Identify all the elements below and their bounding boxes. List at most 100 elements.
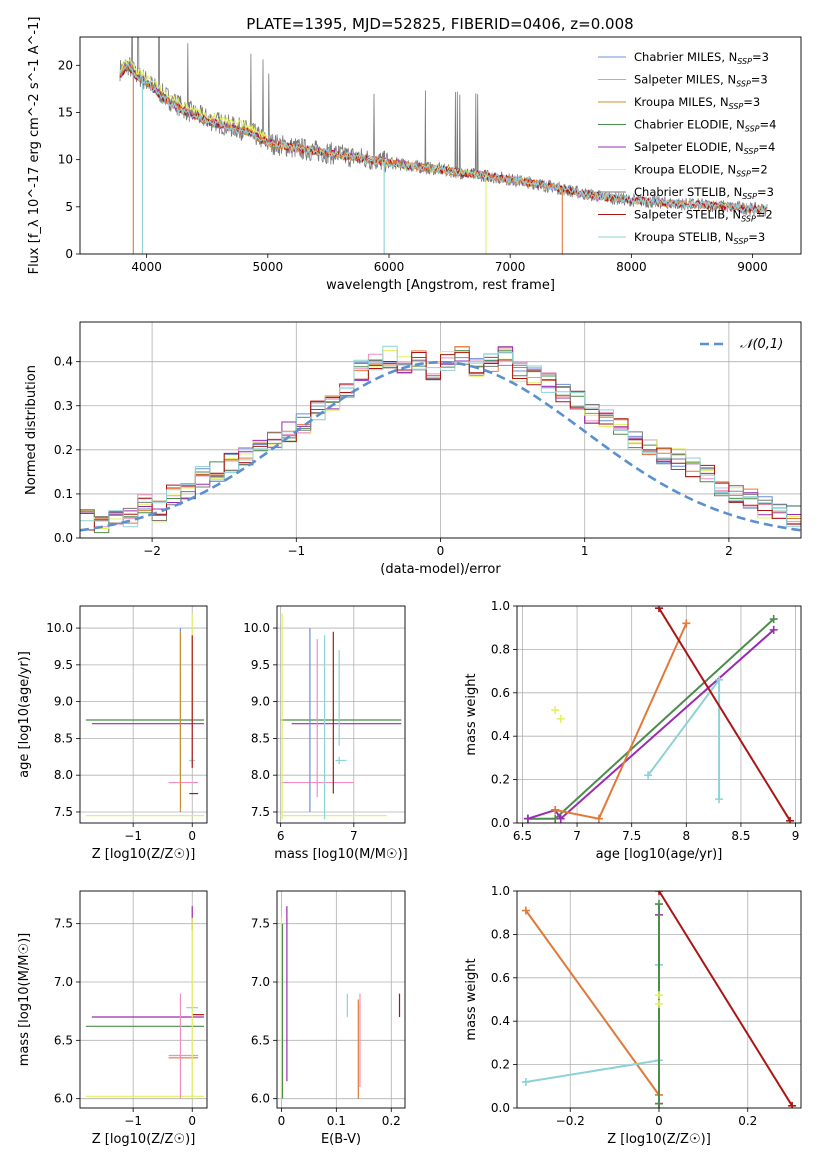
y-tick-label: 0.2 [54,443,73,457]
weight-marker [551,706,560,715]
weight-marker [769,625,778,634]
legend-value: =4 [760,118,777,132]
y-axis-label: age [log10(age/yr)] [17,651,32,778]
panel-spectrum: 4000 5000 6000 7000 8000 9000 0 5 10 15 20 waveleng… [27,17,802,293]
weight-line-highlight [525,909,660,1104]
plot-area [80,322,801,538]
weight-marker [594,814,603,823]
weight-marker [644,771,653,780]
plot-area [80,891,207,1108]
weight-marker [682,619,691,628]
legend-subscript: SSP [741,215,756,224]
x-tick-label: 9 [792,829,800,843]
x-tick-label: −1 [287,544,305,558]
y-tick-label: 8.0 [54,768,73,782]
x-tick-label: 8.5 [731,829,750,843]
y-tick-label: 8.5 [251,731,270,745]
x-tick-label: 0 [278,1114,286,1128]
x-axis-label: (data-model)/error [380,562,501,577]
axes-frame [516,605,802,824]
plot-area [517,606,801,823]
panel-residuals: −2 −1 0 1 2 0.0 0.1 0.2 0.3 0.4 (data-model)/error… [24,321,802,577]
y-tick-label: 7.0 [251,975,270,989]
panel-mass_vs_ebv: 0 0.1 0.2 6.0 6.5 7.0 7.5 E(B-V) [251,890,406,1147]
weight-marker [523,814,532,823]
y-axis-label: Flux [f_λ 10^-17 erg cm^-2 s^-1 A^-1] [27,17,42,275]
weight-line-salpeter-stelib [658,607,791,822]
figure-title: PLATE=1395, MJD=52825, FIBERID=0406, z=0… [246,15,633,33]
y-tick-label: 0.0 [54,531,73,545]
legend-subscript: SSP [736,80,751,89]
y-tick-label: 10.0 [46,621,73,635]
y-tick-label: 20 [58,58,73,72]
model-spectrum-kroupa-stelib [119,63,768,214]
y-tick-label: 9.5 [251,658,270,672]
weight-marker [788,1101,797,1108]
x-tick-label: 0 [655,1114,663,1128]
axes-frame [276,605,406,824]
y-tick-label: 10 [58,153,73,167]
weight-marker [786,816,795,823]
legend-subscript: SSP [744,147,759,156]
weight-line-salpeter-stelib [658,891,793,1107]
weight-marker [655,991,663,1000]
axes-frame [516,890,802,1109]
legend-entry: Kroupa MILES, NSSP=3 [634,95,760,111]
panel-age_vs_Z: −1 0 7.5 8.0 8.5 9.0 9.5 10.0 Z [log10(Z/Z☉)] age… [17,605,208,862]
weight-marker [551,805,560,814]
x-tick-label: 7.5 [622,829,641,843]
legend-subscript: SSP [729,102,744,111]
y-tick-label: 0 [65,247,73,261]
y-tick-label: 0.0 [491,816,510,830]
x-axis-label: mass [log10(M/M☉)] [274,847,407,862]
x-tick-label: 8 [682,829,690,843]
x-tick-label: 0 [437,544,445,558]
model-spectrum-salpeter-elodie [119,63,487,180]
weight-marker [655,891,663,895]
x-tick-label: 1 [581,544,589,558]
y-tick-label: 0.6 [491,971,510,985]
legend-entry: Kroupa ELODIE, NSSP=2 [634,163,768,179]
y-tick-label: 7.5 [251,917,270,931]
weight-marker [556,714,565,723]
weight-marker [655,999,663,1008]
axes-frame [79,890,208,1109]
x-tick-label: 6000 [374,260,405,274]
legend-subscript: SSP [736,170,751,179]
y-tick-label: 0.2 [491,1058,510,1072]
legend-subscript: SSP [745,125,760,134]
y-tick-label: 1.0 [491,884,510,898]
weight-line-salpeter-elodie [527,629,775,821]
y-tick-label: 0.8 [491,642,510,656]
x-tick-label: 0 [188,1114,196,1128]
legend-entry: Chabrier MILES, NSSP=3 [634,50,769,66]
y-tick-label: 0.3 [54,399,73,413]
weight-marker [715,675,724,684]
weight-line-chabrier-elodie [527,618,775,820]
x-axis-label: age [log10(age/yr)] [596,847,723,862]
y-tick-label: 7.5 [54,805,73,819]
x-tick-label: 7000 [495,260,526,274]
axes-frame [79,321,802,539]
x-tick-label: 0.1 [327,1114,346,1128]
y-tick-label: 9.0 [251,695,270,709]
x-tick-label: 7 [573,829,581,843]
panel-mass_vs_Z: −1 0 6.0 6.5 7.0 7.5 Z [log10(Z/Z☉)] mass [log1… [17,890,208,1147]
legend-value: =3 [752,50,769,64]
y-tick-label: 0.8 [491,927,510,941]
y-tick-label: 7.5 [251,805,270,819]
weight-marker [655,900,663,909]
x-tick-label: 5000 [253,260,284,274]
weight-marker [521,1077,530,1086]
y-tick-label: 15 [58,105,73,119]
panel-weight_vs_age: 6.5 7 7.5 8 8.5 9 0.0 0.2 0.4 0.6 0.8 1.0 age [log10… [464,599,802,862]
legend-entry: Salpeter MILES, NSSP=3 [634,73,768,89]
y-tick-label: 0.0 [491,1101,510,1115]
y-tick-label: 0.4 [54,355,73,369]
weight-marker [655,1099,663,1108]
legend-entry: Salpeter STELIB, NSSP=2 [634,208,773,224]
histogram-salpeter-stelib [80,351,801,531]
x-tick-label: 0.2 [382,1114,401,1128]
y-tick-label: 1.0 [491,599,510,613]
y-tick-label: 9.5 [54,658,73,672]
